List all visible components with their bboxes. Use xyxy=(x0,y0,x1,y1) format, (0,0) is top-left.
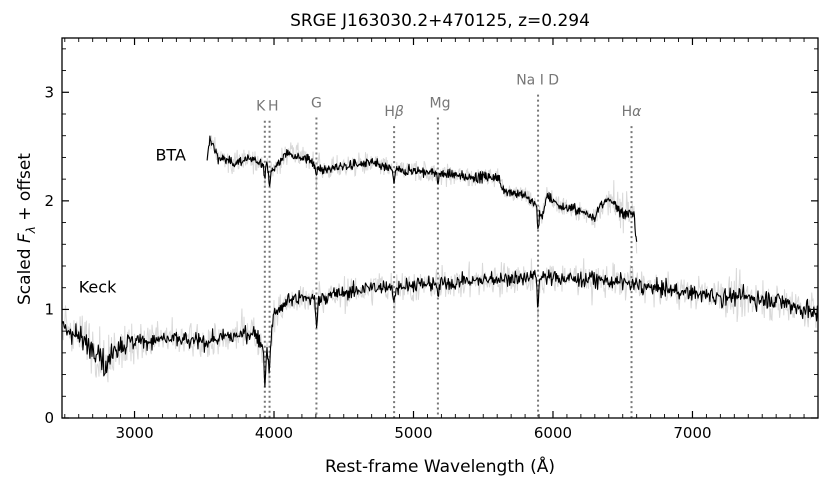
chart-title: SRGE J163030.2+470125, z=0.294 xyxy=(290,11,590,31)
spectrum-series-layer: BTA Keck xyxy=(61,135,819,388)
y-tick-label: 1 xyxy=(44,300,54,318)
line-marker-label: Hα xyxy=(622,104,643,120)
y-tick-label: 3 xyxy=(44,83,54,101)
series-label-keck: Keck xyxy=(79,278,117,297)
y-tick-label: 2 xyxy=(44,192,54,210)
x-tick-label: 3000 xyxy=(115,424,153,442)
x-tick-label: 4000 xyxy=(255,424,293,442)
x-axis-label: Rest-frame Wavelength (Å) xyxy=(325,455,555,477)
series-line-keck xyxy=(61,269,819,388)
x-tick-label: 5000 xyxy=(394,424,432,442)
series-error-band-keck xyxy=(61,258,819,387)
line-marker-label: G xyxy=(311,95,322,111)
line-marker-label: K xyxy=(256,99,266,115)
line-marker-label: Hβ xyxy=(384,104,404,120)
plot-frame xyxy=(61,37,819,419)
series-line-bta xyxy=(206,135,638,242)
spectral-line-markers: K H G Hβ Mg Na I D Hα xyxy=(256,73,642,418)
axes-layer: 3000 4000 5000 6000 7000 0 1 2 3 xyxy=(44,37,819,442)
x-tick-label: 7000 xyxy=(673,424,711,442)
line-marker-label: Mg xyxy=(430,95,451,111)
line-marker-label: H xyxy=(268,99,279,115)
line-marker-label: Na I D xyxy=(516,73,559,89)
y-tick-label: 0 xyxy=(44,409,54,427)
y-axis-label: Scaled Fλ + offset xyxy=(15,153,38,305)
series-error-band-bta xyxy=(206,135,638,254)
x-tick-label: 6000 xyxy=(534,424,572,442)
series-label-bta: BTA xyxy=(155,145,186,164)
